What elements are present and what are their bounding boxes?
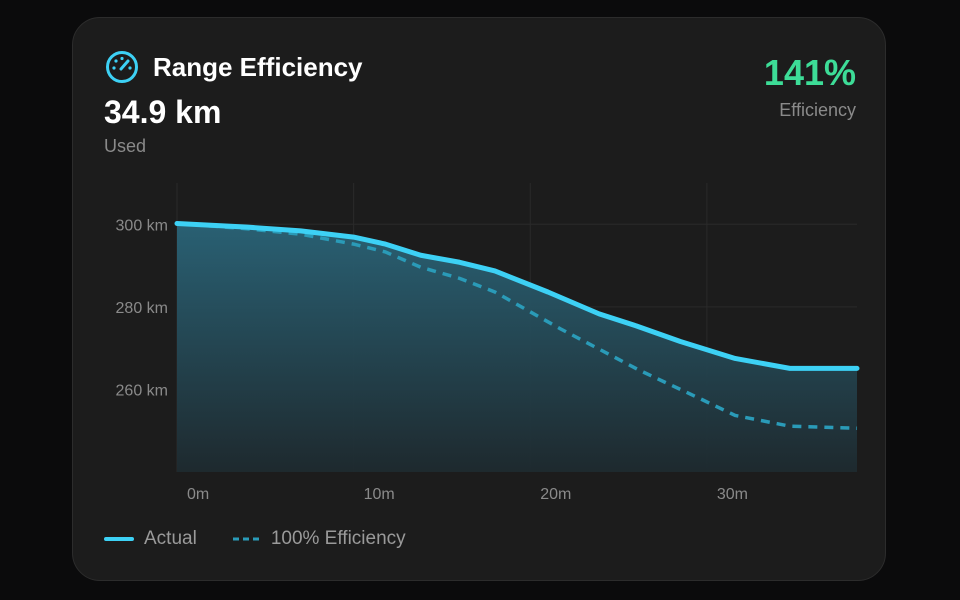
card-title: Range Efficiency [153,51,363,82]
x-tick-label: 20m [540,486,571,503]
actual-area-fill [177,223,857,472]
y-tick-label: 280 km [116,300,168,317]
y-tick-label: 300 km [116,217,168,234]
efficiency-value: 141% [763,52,856,93]
actual-line [174,220,860,371]
chart-legend: Actual 100% Efficiency [104,528,428,550]
gauge-icon [106,51,138,83]
y-tick-label: 260 km [116,382,168,399]
efficiency-100-line [176,221,858,430]
legend-label-100-efficiency: 100% Efficiency [270,528,406,549]
x-tick-label: 0m [187,486,209,503]
card-header: Range Efficiency [105,50,363,84]
dashed-line-swatch-icon [232,537,261,541]
legend-label-actual: Actual [144,528,197,549]
x-tick-label: 30m [717,486,748,503]
solid-line-swatch-icon [104,537,134,541]
legend-item-actual: Actual [104,528,197,550]
legend-item-100-efficiency: 100% Efficiency [231,528,406,550]
efficiency-label: Efficiency [779,100,856,120]
x-tick-label: 10m [364,486,395,503]
used-value: 34.9 km [104,94,222,130]
used-label: Used [104,136,147,156]
